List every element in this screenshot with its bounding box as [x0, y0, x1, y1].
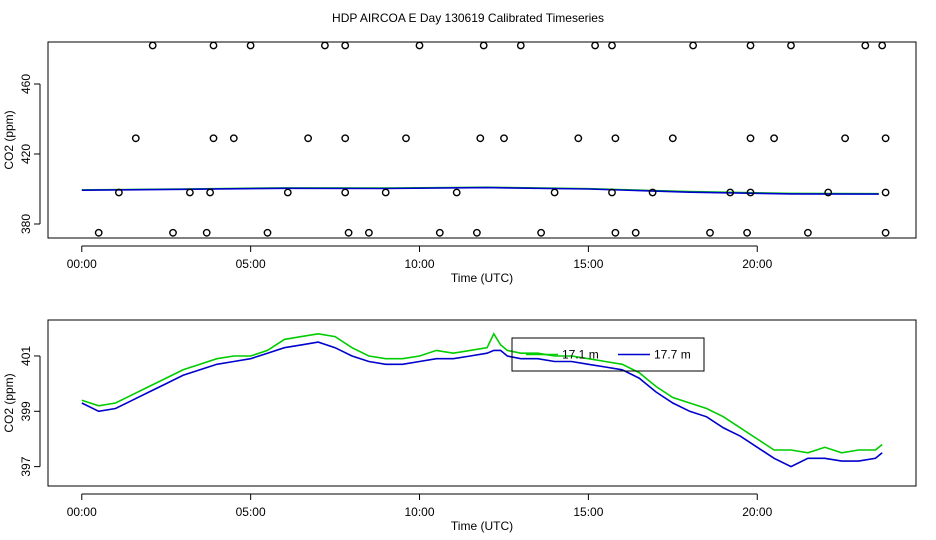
- calibration-point: [881, 228, 890, 237]
- figure-title: HDP AIRCOA E Day 130619 Calibrated Times…: [332, 11, 604, 25]
- y-tick-label: 460: [19, 74, 33, 94]
- x-axis-label: Time (UTC): [451, 271, 513, 285]
- calibration-point: [263, 228, 272, 237]
- calibration-point: [608, 41, 616, 50]
- calibration-point: [770, 134, 778, 143]
- calibration-point: [706, 228, 714, 237]
- calibration-point: [804, 228, 812, 237]
- x-tick-label: 15:00: [573, 257, 603, 271]
- calibration-point: [206, 188, 215, 197]
- x-tick-label: 00:00: [67, 505, 97, 519]
- calibration-point: [341, 41, 350, 50]
- calibration-point: [574, 134, 583, 143]
- y-tick-label: 399: [19, 401, 33, 421]
- series-line-1: [81, 186, 879, 195]
- legend-entry-1: 17.7 m: [654, 348, 691, 362]
- x-tick-label: 10:00: [405, 257, 435, 271]
- calibration-point: [402, 134, 410, 143]
- x-axis-label: Time (UTC): [451, 519, 513, 533]
- calibration-point: [878, 41, 887, 50]
- calibration-point: [131, 134, 140, 143]
- calibration-point: [537, 228, 545, 237]
- calibration-point: [689, 41, 697, 50]
- calibration-point: [550, 188, 559, 197]
- calibration-point: [861, 41, 870, 50]
- y-tick-label: 380: [19, 214, 33, 234]
- calibration-point: [746, 41, 755, 50]
- calibration-point: [283, 188, 292, 197]
- lower-plot-panel: 00:00 05:00 10:00 15:00 20:00 Time (UTC) 397 39…: [2, 319, 917, 533]
- calibration-point: [341, 134, 350, 143]
- calibration-point: [611, 134, 620, 143]
- calibration-point: [364, 228, 373, 237]
- calibration-point: [516, 41, 525, 50]
- calibration-point: [631, 228, 640, 237]
- calibration-point: [841, 134, 849, 143]
- calibration-point: [320, 41, 329, 50]
- calibration-point: [472, 228, 481, 237]
- calibration-point: [202, 228, 211, 237]
- x-tick-label: 20:00: [742, 505, 772, 519]
- x-tick-label: 00:00: [67, 257, 97, 271]
- calibration-point: [341, 188, 350, 197]
- calibration-point: [726, 188, 735, 197]
- y-tick-label: 420: [19, 144, 33, 164]
- calibration-point: [881, 188, 890, 197]
- upper-plot-panel: 00:00 05:00 10:00 15:00 20:00 Time (UTC) 380 42…: [2, 41, 917, 285]
- legend-box: [511, 337, 705, 372]
- y-axis-label: CO2 (ppm): [2, 373, 16, 432]
- calibration-point: [344, 228, 353, 237]
- calibration-point: [148, 41, 157, 50]
- series-line-1: [81, 341, 883, 468]
- calibration-point: [648, 188, 657, 197]
- calibration-point: [185, 188, 194, 197]
- calibration-point: [115, 188, 123, 197]
- x-tick-label: 20:00: [742, 257, 772, 271]
- calibration-point: [209, 134, 218, 143]
- calibration-point: [608, 188, 616, 197]
- calibration-point: [435, 228, 444, 237]
- legend-entry-0: 17.1 m: [562, 348, 599, 362]
- calibration-point: [824, 188, 833, 197]
- calibration-point: [415, 41, 424, 50]
- calibration-point: [476, 134, 485, 143]
- calibration-point: [881, 134, 890, 143]
- calibration-point: [743, 228, 751, 237]
- x-tick-label: 10:00: [405, 505, 435, 519]
- plot-frame: [47, 41, 917, 239]
- y-tick-label: 397: [19, 456, 33, 476]
- calibration-point: [169, 228, 177, 237]
- x-tick-label: 15:00: [573, 505, 603, 519]
- calibration-point: [787, 41, 795, 50]
- calibration-point: [229, 134, 238, 143]
- calibration-point: [746, 134, 755, 143]
- calibration-point: [209, 41, 218, 50]
- y-axis-label: CO2 (ppm): [2, 110, 16, 169]
- calibration-point: [591, 41, 599, 50]
- calibration-point: [668, 134, 677, 143]
- y-tick-label: 401: [19, 346, 33, 366]
- calibration-point: [246, 41, 255, 50]
- calibration-point: [500, 134, 508, 143]
- calibration-point: [452, 188, 461, 197]
- calibration-point: [611, 228, 620, 237]
- plot-frame: [47, 319, 917, 487]
- x-tick-label: 05:00: [236, 257, 266, 271]
- series-line-0: [81, 332, 883, 454]
- calibration-point: [746, 188, 755, 197]
- calibration-point: [381, 188, 390, 197]
- calibration-point: [304, 134, 312, 143]
- x-tick-label: 05:00: [236, 505, 266, 519]
- calibration-point: [479, 41, 488, 50]
- calibration-point: [94, 228, 103, 237]
